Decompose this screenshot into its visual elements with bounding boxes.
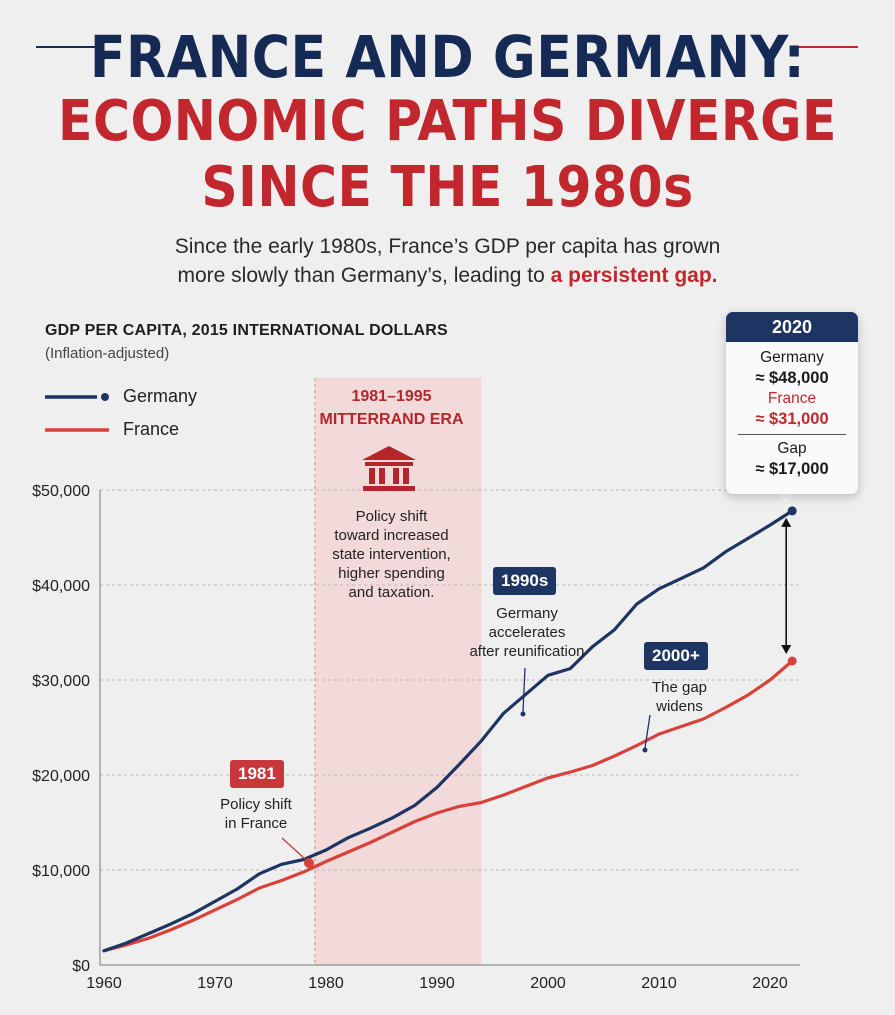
era-note-line: toward increased <box>334 527 449 544</box>
grid-lines <box>100 489 800 871</box>
x-tick-label: 1960 <box>86 975 122 992</box>
badge-1981: 1981 <box>230 760 284 788</box>
marker-1990s <box>520 711 526 717</box>
y-axis-title: GDP PER CAPITA, 2015 INTERNATIONAL DOLLA… <box>45 322 448 339</box>
note-2000-line: widens <box>656 698 703 715</box>
era-range-label: 1981–1995 <box>351 388 432 405</box>
x-tick-label: 1980 <box>308 975 344 992</box>
series-line-germany <box>102 509 794 953</box>
series-line-france <box>102 659 794 953</box>
germany-end-point <box>787 506 797 516</box>
gap-arrow-head-bottom <box>781 645 792 654</box>
subtitle: Since the early 1980s, France’s GDP per … <box>0 232 895 290</box>
series-lines <box>102 506 797 953</box>
legend-swatches <box>45 393 109 432</box>
title-line-1: FRANCE AND GERMANY: <box>89 23 806 91</box>
callout-germany-label: Germany <box>760 349 824 366</box>
callout-gap-label: Gap <box>777 440 807 457</box>
y-tick-label: $30,000 <box>32 673 90 690</box>
callout-year: 2020 <box>726 312 858 342</box>
era-note-line: and taxation. <box>348 584 435 601</box>
callout-germany-value: ≈ $48,000 <box>755 369 829 387</box>
callout-pointer <box>778 494 795 503</box>
note-1990s-line: Germany <box>496 605 558 622</box>
title-line-2: ECONOMIC PATHS DIVERGE <box>58 89 837 154</box>
title-rule-right <box>790 46 858 48</box>
x-tick-label: 2020 <box>752 975 788 992</box>
title-line-3: SINCE THE 1980s <box>201 155 694 220</box>
x-tick-label: 2000 <box>530 975 566 992</box>
y-tick-label: $0 <box>72 958 90 975</box>
marker-1981 <box>304 858 314 868</box>
x-tick-labels: 1960 1970 1980 1990 2000 2010 2020 <box>86 975 788 992</box>
leader-2000-plus <box>644 714 651 749</box>
legend-germany-dot <box>101 393 109 401</box>
leader-1981 <box>281 837 306 860</box>
x-tick-label: 1990 <box>419 975 455 992</box>
gap-arrow-head-top <box>781 517 792 527</box>
era-note-line: Policy shift <box>355 508 428 525</box>
note-1990s: Germany accelerates after reunification <box>462 604 592 661</box>
government-building-icon <box>362 446 416 491</box>
era-name-label: MITTERRAND ERA <box>319 411 464 428</box>
legend-france-label: France <box>123 419 180 439</box>
note-2000-plus: The gap widens <box>632 678 727 716</box>
x-tick-label: 2010 <box>641 975 677 992</box>
note-1981-line: Policy shift <box>220 796 292 813</box>
era-note-line: state intervention, <box>332 546 451 563</box>
callout-france-label: France <box>767 390 817 407</box>
y-tick-label: $20,000 <box>32 768 90 785</box>
badge-2000-plus: 2000+ <box>644 642 708 670</box>
note-1990s-line: after reunification <box>469 643 585 660</box>
title-rule-left <box>36 46 104 48</box>
note-1981-line: in France <box>224 815 288 832</box>
note-1981: Policy shift in France <box>196 795 316 833</box>
y-tick-label: $50,000 <box>32 483 90 500</box>
subtitle-line-2: more slowly than Germany’s, leading to <box>177 264 551 287</box>
y-tick-label: $40,000 <box>32 578 90 595</box>
y-tick-labels: $0 $10,000 $20,000 $30,000 $40,000 $50,000 <box>32 483 90 975</box>
era-note-line: higher spending <box>338 565 445 582</box>
leader-1990s <box>522 667 526 713</box>
france-end-point <box>787 656 797 666</box>
era-note: Policy shift toward increased state inte… <box>313 507 470 602</box>
note-2000-line: The gap <box>651 679 708 696</box>
annotation-markers <box>281 494 795 868</box>
legend-germany-label: Germany <box>123 386 198 406</box>
marker-2000-plus <box>642 747 648 753</box>
callout-gap-value: ≈ $17,000 <box>755 460 829 478</box>
badge-1990s: 1990s <box>493 567 557 595</box>
callout-france-value: ≈ $31,000 <box>755 410 829 428</box>
callout-2020: 2020 Germany ≈ $48,000 France ≈ $31,000 … <box>726 312 858 494</box>
subtitle-line-1: Since the early 1980s, France’s GDP per … <box>174 235 721 258</box>
y-axis-subtitle: (Inflation-adjusted) <box>45 345 170 362</box>
callout-divider <box>738 434 846 435</box>
y-tick-label: $10,000 <box>32 863 90 880</box>
x-tick-label: 1970 <box>197 975 233 992</box>
note-1990s-line: accelerates <box>488 624 566 641</box>
subtitle-highlight: a persistent gap. <box>550 264 718 287</box>
